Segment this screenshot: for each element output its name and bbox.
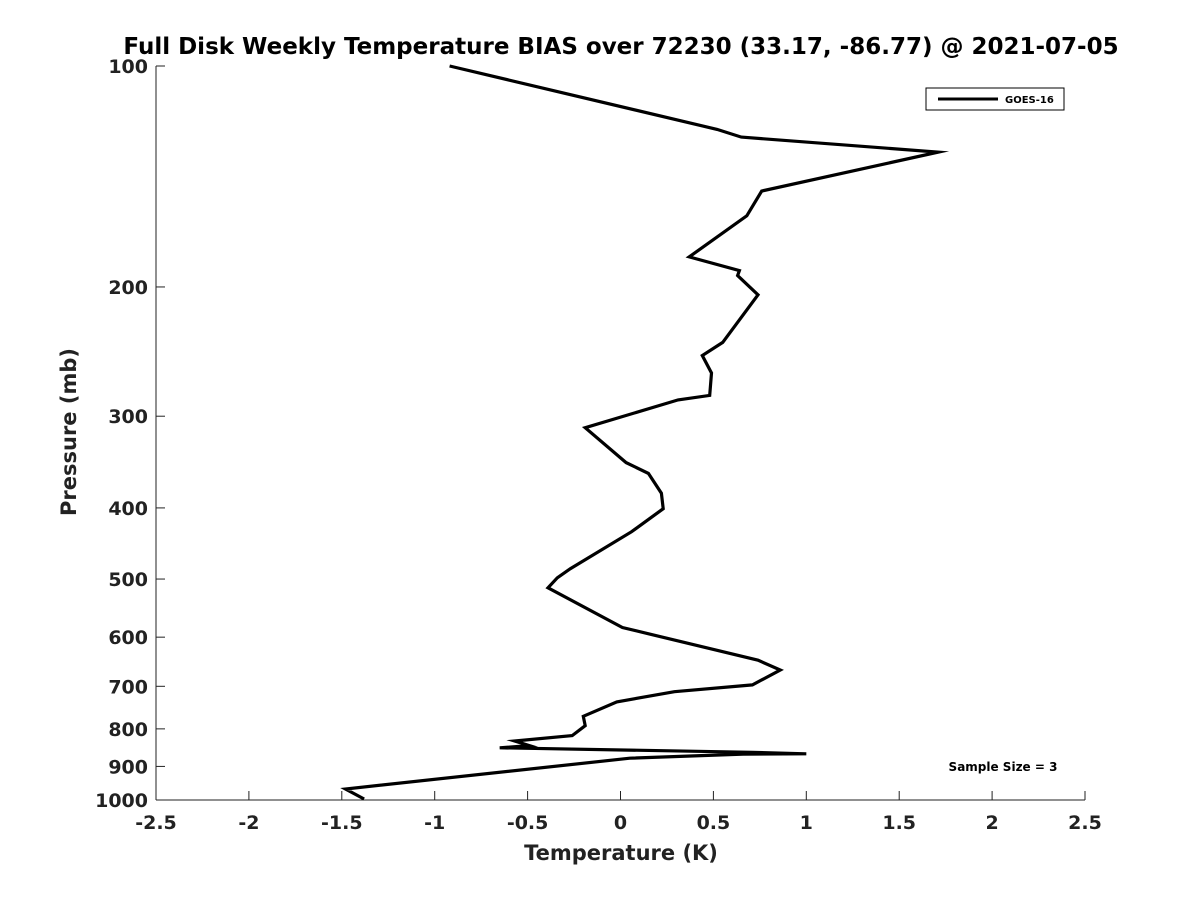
y-tick-label: 500: [108, 569, 148, 591]
x-tick-label: -1.5: [321, 812, 363, 834]
x-tick-label: -2.5: [135, 812, 177, 834]
series-line-goes16: [340, 64, 950, 801]
series-layer: [340, 64, 950, 801]
plot-area: -2.5 -2 -1.5 -1 -0.5 0 0.5 1 1.5 2 2.5 100 200 300 40…: [95, 56, 1102, 834]
x-tick-label: 0.5: [697, 812, 731, 834]
legend: GOES-16: [925, 87, 1065, 111]
x-tick-label: -0.5: [507, 812, 549, 834]
y-tick-label: 600: [108, 627, 148, 649]
x-tick-label: 2: [985, 812, 998, 834]
x-tick-label: -1: [424, 812, 445, 834]
y-axis-label: Pressure (mb): [57, 348, 81, 516]
x-tick-label: -2: [238, 812, 259, 834]
sample-size-annotation: Sample Size = 3: [949, 760, 1058, 774]
y-tick-label: 100: [108, 56, 148, 78]
x-tick-label: 2.5: [1068, 812, 1102, 834]
y-axis: 100 200 300 400 500 600 700 800 900 1000: [95, 56, 165, 812]
y-tick-label: 300: [108, 406, 148, 428]
x-tick-label: 1: [800, 812, 813, 834]
x-tick-label: 1.5: [882, 812, 916, 834]
chart-title: Full Disk Weekly Temperature BIAS over 7…: [123, 34, 1118, 60]
legend-label-goes16: GOES-16: [1005, 95, 1054, 106]
x-axis: -2.5 -2 -1.5 -1 -0.5 0 0.5 1 1.5 2 2.5: [135, 791, 1102, 834]
x-tick-label: 0: [614, 812, 627, 834]
y-tick-label: 800: [108, 719, 148, 741]
y-tick-label: 700: [108, 676, 148, 698]
x-axis-label: Temperature (K): [524, 841, 718, 865]
y-tick-label: 200: [108, 277, 148, 299]
y-tick-label: 1000: [95, 790, 148, 812]
y-tick-label: 900: [108, 756, 148, 778]
y-tick-label: 400: [108, 498, 148, 520]
